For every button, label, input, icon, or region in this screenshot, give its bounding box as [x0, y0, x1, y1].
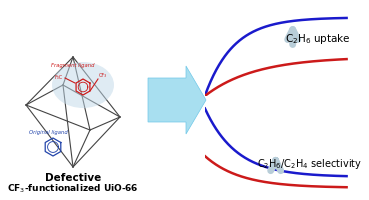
- Text: CF₃: CF₃: [99, 73, 107, 78]
- Ellipse shape: [52, 62, 114, 108]
- Text: Defective: Defective: [45, 173, 101, 183]
- Polygon shape: [148, 66, 206, 134]
- Text: F₃C: F₃C: [55, 75, 63, 80]
- Text: C$_2$H$_6$/C$_2$H$_4$ selectivity: C$_2$H$_6$/C$_2$H$_4$ selectivity: [257, 157, 362, 171]
- Text: Original ligand: Original ligand: [29, 130, 68, 135]
- Text: Fragment ligand: Fragment ligand: [51, 63, 95, 68]
- Text: C$_2$H$_6$ uptake: C$_2$H$_6$ uptake: [285, 32, 351, 46]
- Text: CF$_3$-functionalized UiO-66: CF$_3$-functionalized UiO-66: [7, 183, 139, 195]
